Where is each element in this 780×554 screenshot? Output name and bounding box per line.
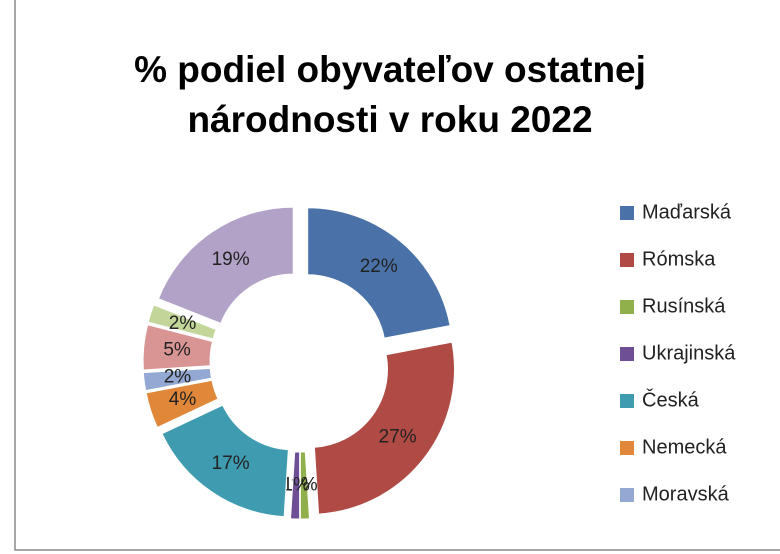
legend-label: Maďarská (642, 201, 732, 223)
value-label: 5% (163, 339, 191, 360)
donut-slice (157, 206, 294, 325)
legend-label: Rusínská (642, 295, 726, 317)
value-label: 2% (164, 366, 192, 387)
value-label: 2% (169, 313, 197, 334)
donut-slice (161, 404, 289, 518)
donut-slice (142, 324, 214, 371)
legend-label: Rómska (642, 248, 716, 270)
legend-label: Moravská (642, 483, 730, 505)
legend-label: Ukrajinská (642, 342, 736, 364)
legend-label: Česká (642, 388, 700, 411)
legend-swatch (620, 394, 634, 408)
legend-swatch (620, 206, 634, 220)
value-label: 4% (169, 389, 197, 410)
legend-swatch (620, 347, 634, 361)
chart-frame (14, 0, 780, 551)
donut-slice (313, 341, 455, 515)
donut-slice (307, 207, 451, 339)
value-label: 22% (360, 256, 398, 277)
value-label: 17% (212, 453, 250, 474)
value-label: 1% (282, 474, 310, 495)
donut-slice (142, 367, 213, 392)
legend-label: Nemecká (642, 436, 727, 458)
chart-title: % podiel obyvateľov ostatnej (134, 49, 646, 90)
legend-swatch (620, 441, 634, 455)
chart-title: národnosti v roku 2022 (187, 99, 592, 140)
legend-swatch (620, 253, 634, 267)
value-label: 27% (379, 427, 417, 448)
legend-swatch (620, 488, 634, 502)
value-label: 19% (212, 249, 250, 270)
legend-swatch (620, 300, 634, 314)
donut-slice (145, 379, 219, 429)
donut-slice (299, 451, 311, 520)
donut-slice (147, 304, 217, 340)
donut-slice (289, 451, 301, 520)
